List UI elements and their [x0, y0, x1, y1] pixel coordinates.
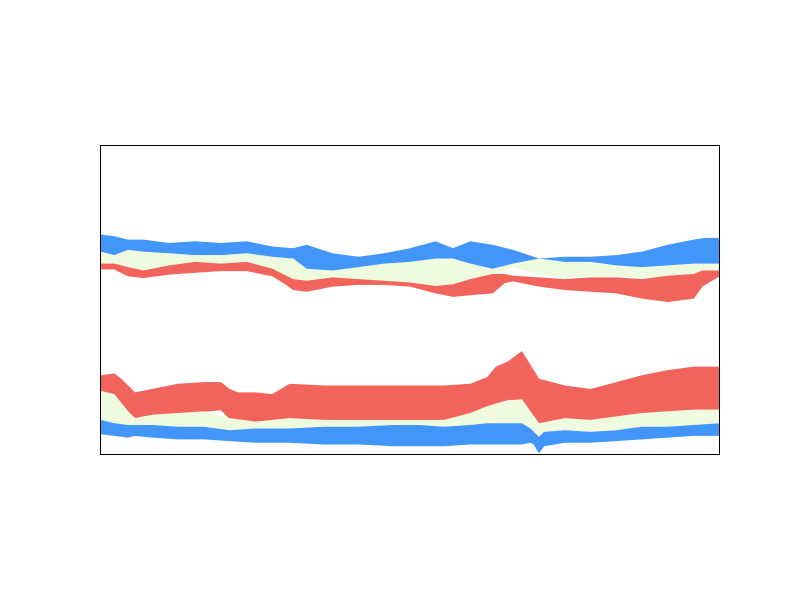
data-bands — [100, 234, 720, 454]
plot-area-frame — [100, 145, 720, 455]
